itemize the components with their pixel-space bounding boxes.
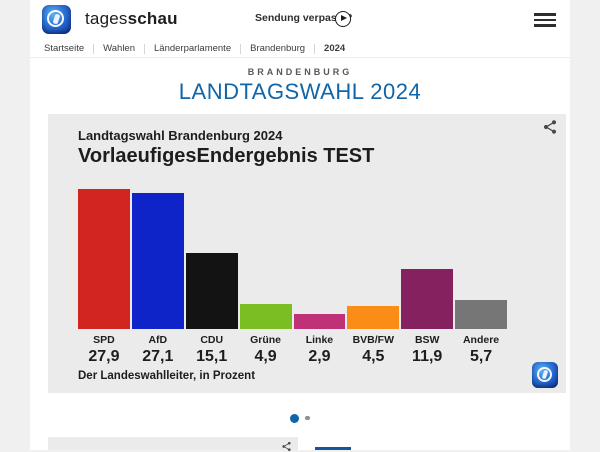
- carousel-dots: [30, 409, 570, 427]
- breadcrumb-separator: [93, 43, 95, 54]
- broadcast-link[interactable]: Sendung verpasst?: [255, 12, 353, 24]
- share-icon[interactable]: [542, 119, 558, 135]
- globe-ring-icon: [47, 10, 64, 27]
- brand-suffix: schau: [127, 9, 178, 28]
- breadcrumb-item[interactable]: Startseite: [44, 43, 85, 54]
- carousel-dot[interactable]: [290, 413, 300, 423]
- chart-title: Landtagswahl Brandenburg 2024: [78, 128, 283, 143]
- site-header: tagesschau Sendung verpasst?: [30, 0, 570, 40]
- bar-column: BVB/FW 4,5: [347, 189, 400, 366]
- bar-column: SPD 27,9: [78, 189, 130, 366]
- bar-BVB/FW: [347, 306, 400, 329]
- breadcrumb-separator: [314, 43, 316, 54]
- bar-column: BSW 11,9: [401, 189, 454, 366]
- page-content: tagesschau Sendung verpasst? Startseite W…: [30, 0, 570, 452]
- bar-label: BSW: [414, 334, 440, 346]
- breadcrumb-item[interactable]: Länderparlamente: [154, 43, 232, 54]
- bar-value: 15,1: [196, 348, 228, 365]
- bar-area: [293, 189, 346, 329]
- play-icon[interactable]: [335, 11, 351, 27]
- next-widget-blue-bar: [315, 447, 351, 450]
- tagesschau-logo-icon[interactable]: [42, 5, 71, 34]
- election-chart-card: Landtagswahl Brandenburg 2024 Vorlaeufig…: [48, 114, 566, 393]
- bar-SPD: [78, 189, 130, 329]
- chart-subtitle: VorlaeufigesEndergebnis TEST: [78, 145, 375, 167]
- share-icon[interactable]: [281, 441, 292, 452]
- page-hero: BRANDENBURG LANDTAGSWAHL 2024: [30, 58, 570, 105]
- bar-CDU: [185, 253, 238, 329]
- bar-value: 11,9: [412, 348, 443, 365]
- bar-label: AfD: [148, 334, 168, 346]
- bar-area: [185, 189, 238, 329]
- bar-value: 5,7: [469, 348, 493, 365]
- ard-logo-icon: [532, 362, 558, 388]
- bar-Linke: [293, 314, 346, 329]
- breadcrumb-item[interactable]: 2024: [324, 43, 346, 54]
- bar-area: [347, 189, 400, 329]
- bar-BSW: [401, 269, 454, 329]
- bar-column: AfD 27,1: [131, 189, 184, 366]
- breadcrumb: Startseite Wahlen Länderparlamente Brandenb…: [30, 40, 570, 58]
- bar-AfD: [131, 193, 184, 329]
- globe-ring-icon: [536, 366, 552, 382]
- bar-label: Grüne: [250, 334, 282, 346]
- bar-value: 27,9: [88, 348, 120, 365]
- breadcrumb-item[interactable]: Wahlen: [103, 43, 135, 54]
- bar-label: SPD: [93, 334, 115, 346]
- bar-column: CDU 15,1: [185, 189, 238, 366]
- bar-label: CDU: [200, 334, 224, 346]
- breadcrumb-separator: [240, 43, 242, 54]
- bar-label: BVB/FW: [352, 334, 395, 346]
- next-widget-partial: [48, 437, 298, 452]
- bar-label: Andere: [462, 334, 500, 346]
- bar-area: [401, 189, 454, 329]
- hero-kicker: BRANDENBURG: [247, 67, 353, 77]
- bar-area: [131, 189, 184, 329]
- bar-Andere: [455, 300, 507, 329]
- menu-hamburger-icon[interactable]: [534, 13, 556, 27]
- brand-wordmark[interactable]: tagesschau: [85, 9, 178, 29]
- brand-prefix: tages: [85, 9, 128, 28]
- chart-source: Der Landeswahlleiter, in Prozent: [78, 370, 256, 382]
- carousel-dot[interactable]: [305, 415, 310, 421]
- bar-column: Linke 2,9: [293, 189, 346, 366]
- bar-value: 4,5: [362, 348, 385, 365]
- bar-column: Andere 5,7: [455, 189, 507, 366]
- bar-area: [78, 189, 130, 329]
- bar-area: [455, 189, 507, 329]
- breadcrumb-separator: [144, 43, 145, 54]
- bar-area: [239, 189, 292, 329]
- page-title: LANDTAGSWAHL 2024: [178, 79, 422, 104]
- bar-value: 4,9: [254, 348, 277, 365]
- bar-value: 2,9: [308, 348, 331, 365]
- bar-Grüne: [239, 304, 292, 329]
- breadcrumb-item[interactable]: Brandenburg: [250, 43, 306, 54]
- bar-label: Linke: [305, 334, 334, 346]
- bar-column: Grüne 4,9: [239, 189, 292, 366]
- bar-chart: SPD 27,9 AfD 27,1 CDU 15,1 Grüne 4,9 Linke 2,9 BVB…: [78, 189, 507, 366]
- bar-value: 27,1: [142, 348, 174, 365]
